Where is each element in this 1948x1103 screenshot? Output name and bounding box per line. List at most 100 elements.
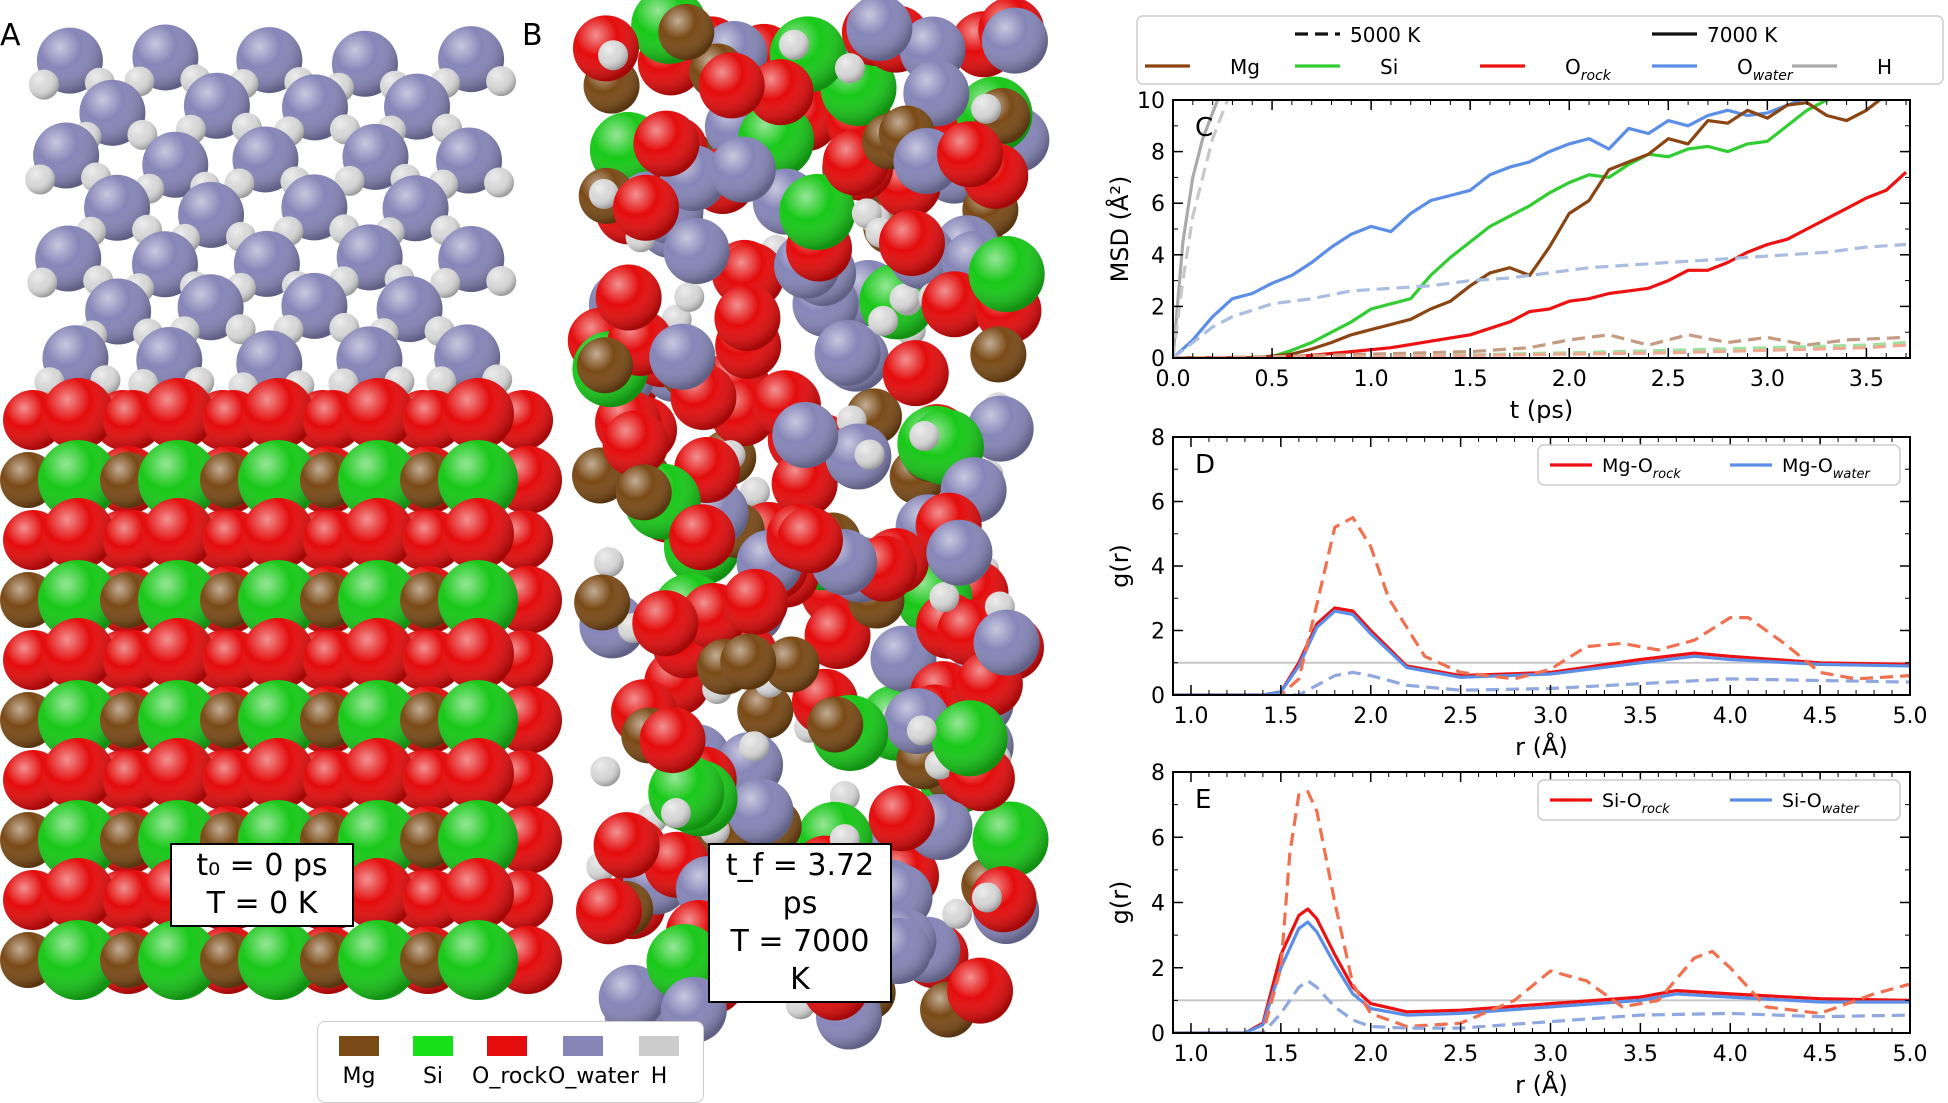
atom-shade xyxy=(142,498,214,570)
atom-shade xyxy=(442,378,514,450)
atom-shade xyxy=(968,236,1045,313)
panel-b-time: t_f = 3.72 ps xyxy=(725,848,875,921)
atom-shade xyxy=(38,920,118,1000)
si-o-rdf-chart: 1.0 1.5 2.0 2.5 3.0 3.5 4.0 4.5 5.0 0 2 4 6 8 r (Å) g(r… xyxy=(1106,761,1928,1099)
atom-shade xyxy=(868,785,935,852)
atom-shade xyxy=(613,174,680,241)
atom-shade xyxy=(906,715,937,746)
series-line xyxy=(1173,171,1908,358)
atom-shade xyxy=(747,59,814,126)
atom-shade xyxy=(438,440,518,520)
panel-a-structure xyxy=(0,24,562,1000)
atom-shade xyxy=(739,476,770,507)
atom-shade xyxy=(42,858,114,930)
atom-shade xyxy=(909,420,940,451)
y-tick-label: 10 xyxy=(1137,89,1165,114)
atom-shade xyxy=(238,560,318,640)
atom-shade xyxy=(338,920,418,1000)
panel-letter: C xyxy=(1195,113,1213,143)
legend-swatch xyxy=(487,1036,527,1056)
x-tick-label: 2.5 xyxy=(1651,367,1686,392)
atom-shade xyxy=(763,636,820,693)
atom-shade xyxy=(142,378,214,450)
y-tick-label: 0 xyxy=(1151,684,1165,709)
atom-shade xyxy=(142,618,214,690)
atom-legend: Mg Si O_rock O_water H xyxy=(317,1021,704,1103)
atom-shade xyxy=(882,340,949,407)
x-axis-label: r (Å) xyxy=(1515,732,1568,761)
x-tick-label: 1.5 xyxy=(1263,1042,1298,1067)
atom-shade xyxy=(942,898,973,929)
atom-shade xyxy=(973,609,1040,676)
atom-shade xyxy=(484,167,515,198)
y-tick-label: 6 xyxy=(1151,491,1165,516)
atom-shade xyxy=(588,178,619,209)
x-tick-label: 3.5 xyxy=(1623,1042,1658,1067)
legend-box xyxy=(1537,444,1901,486)
x-tick-label: 1.5 xyxy=(1263,704,1298,729)
atom-shade xyxy=(804,602,871,669)
atom-shade xyxy=(138,920,218,1000)
atom-shade xyxy=(779,29,810,60)
atom-shade xyxy=(971,882,1002,913)
atom-legend-item: H xyxy=(624,1036,694,1089)
atom-shade xyxy=(342,858,414,930)
legend-label: Si xyxy=(1380,55,1398,79)
atom-shade xyxy=(138,560,218,640)
x-tick-label: 4.0 xyxy=(1713,1042,1748,1067)
series-line xyxy=(1173,242,1907,358)
atom-shade xyxy=(338,680,418,760)
y-tick-label: 4 xyxy=(1151,244,1165,269)
atom-shade xyxy=(438,920,518,1000)
panel-letter: E xyxy=(1195,785,1211,815)
atom-shade xyxy=(486,66,517,97)
atom-shade xyxy=(28,69,59,100)
atom-shade xyxy=(663,218,730,285)
y-tick-label: 2 xyxy=(1151,295,1165,320)
atom-shade xyxy=(42,738,114,810)
atom-shade xyxy=(633,110,700,177)
x-tick-label: 4.0 xyxy=(1713,704,1748,729)
atom-shade xyxy=(426,366,457,397)
atom-shade xyxy=(442,618,514,690)
atom-shade xyxy=(846,0,913,62)
atom-shade xyxy=(889,283,920,314)
series-line xyxy=(1173,609,1910,695)
atom-shade xyxy=(854,439,885,470)
series-line xyxy=(1173,907,1910,1033)
x-tick-label: 5.0 xyxy=(1893,1042,1928,1067)
mg-o-rdf-chart: 1.0 1.5 2.0 2.5 3.0 3.5 4.0 4.5 5.0 0 2 4 6 8 r (Å) g(r… xyxy=(1106,426,1928,761)
x-tick-label: 3.0 xyxy=(1750,367,1785,392)
atom-shade xyxy=(970,326,1027,383)
series-line xyxy=(1173,100,1230,358)
atom-shade xyxy=(779,174,856,251)
series-group xyxy=(1173,100,1908,358)
atom-shade xyxy=(967,395,1034,462)
atom-shade xyxy=(438,680,518,760)
x-tick-label: 1.0 xyxy=(1173,1042,1208,1067)
legend-label: Owater xyxy=(1737,55,1794,84)
atom-shade xyxy=(814,319,881,386)
legend-swatch xyxy=(563,1036,603,1056)
atom-shade xyxy=(931,700,1008,777)
legend-label: Mg-Orock xyxy=(1602,455,1681,482)
atom-shade xyxy=(737,682,794,739)
atom-shade xyxy=(834,53,865,84)
atom-shade xyxy=(926,519,993,586)
atom-shade xyxy=(658,4,715,61)
atom-shade xyxy=(698,52,765,119)
x-tick-label: 2.5 xyxy=(1443,1042,1478,1067)
x-tick-label: 1.0 xyxy=(1354,367,1389,392)
atom-shade xyxy=(238,680,318,760)
x-tick-label: 0.0 xyxy=(1156,367,1191,392)
msd-legend: 5000 K 7000 K Mg Si Orock Owater H xyxy=(1136,15,1944,85)
atom-shade xyxy=(575,878,642,945)
series-group xyxy=(1173,789,1910,1033)
series-line xyxy=(1173,979,1910,1033)
legend-swatch xyxy=(413,1036,453,1056)
atom-shade xyxy=(342,738,414,810)
panel-a-label: A xyxy=(0,18,21,53)
plot-area xyxy=(1173,100,1910,358)
atom-shade xyxy=(868,305,899,336)
x-tick-label: 0.5 xyxy=(1255,367,1290,392)
